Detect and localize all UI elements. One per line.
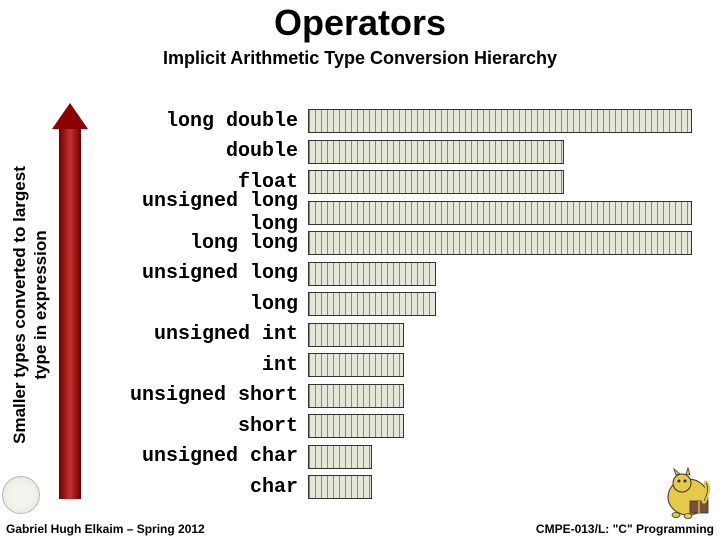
type-label: long — [98, 293, 308, 316]
size-bar — [308, 201, 692, 225]
bar-hatching — [309, 324, 403, 346]
type-row: unsigned int — [98, 321, 710, 350]
bar-hatching — [309, 476, 371, 498]
size-bar — [308, 231, 692, 255]
bar-hatching — [309, 385, 403, 407]
type-label: unsigned long — [98, 262, 308, 285]
conversion-arrow: Smaller types converted to largest type … — [50, 107, 90, 502]
bar-hatching — [309, 446, 371, 468]
size-bar — [308, 323, 404, 347]
arrow-label: Smaller types converted to largest type … — [9, 105, 52, 505]
type-label: double — [98, 140, 308, 163]
type-row: long double — [98, 107, 710, 136]
footer: Gabriel Hugh Elkaim – Spring 2012 CMPE-0… — [6, 522, 714, 536]
type-label: long double — [98, 110, 308, 133]
type-row: double — [98, 138, 710, 167]
mascot-icon — [656, 465, 716, 520]
size-bar — [308, 475, 372, 499]
size-bar — [308, 445, 372, 469]
type-row: unsigned short — [98, 382, 710, 411]
type-label: short — [98, 415, 308, 438]
bar-hatching — [309, 354, 403, 376]
size-bar — [308, 353, 404, 377]
type-label: long long — [98, 232, 308, 255]
footer-left: Gabriel Hugh Elkaim – Spring 2012 — [6, 522, 205, 536]
size-bar — [308, 109, 692, 133]
type-label: unsigned int — [98, 323, 308, 346]
type-row: unsigned char — [98, 443, 710, 472]
size-bar — [308, 262, 436, 286]
type-row: unsigned long long — [98, 199, 710, 228]
bar-hatching — [309, 415, 403, 437]
size-bar — [308, 170, 564, 194]
bar-hatching — [309, 263, 435, 285]
type-label: char — [98, 476, 308, 499]
arrow-head-icon — [52, 103, 88, 129]
bar-hatching — [309, 110, 691, 132]
type-label: int — [98, 354, 308, 377]
type-label: unsigned char — [98, 445, 308, 468]
bar-hatching — [309, 202, 691, 224]
type-row: long — [98, 290, 710, 319]
type-label: unsigned short — [98, 384, 308, 407]
page-title: Operators — [0, 2, 720, 44]
page-subtitle: Implicit Arithmetic Type Conversion Hier… — [0, 48, 720, 69]
type-row: short — [98, 412, 710, 441]
bar-hatching — [309, 171, 563, 193]
size-bar — [308, 140, 564, 164]
bar-hatching — [309, 293, 435, 315]
hierarchy-diagram: Smaller types converted to largest type … — [50, 107, 710, 502]
bar-hatching — [309, 141, 563, 163]
size-bar — [308, 414, 404, 438]
type-rows: long doubledoublefloatunsigned long long… — [90, 107, 710, 502]
size-bar — [308, 292, 436, 316]
type-row: long long — [98, 229, 710, 258]
bar-hatching — [309, 232, 691, 254]
size-bar — [308, 384, 404, 408]
arrow-shaft — [59, 129, 81, 499]
type-row: unsigned long — [98, 260, 710, 289]
type-row: int — [98, 351, 710, 380]
type-row: char — [98, 473, 710, 502]
footer-right: CMPE-013/L: "C" Programming — [536, 522, 714, 536]
